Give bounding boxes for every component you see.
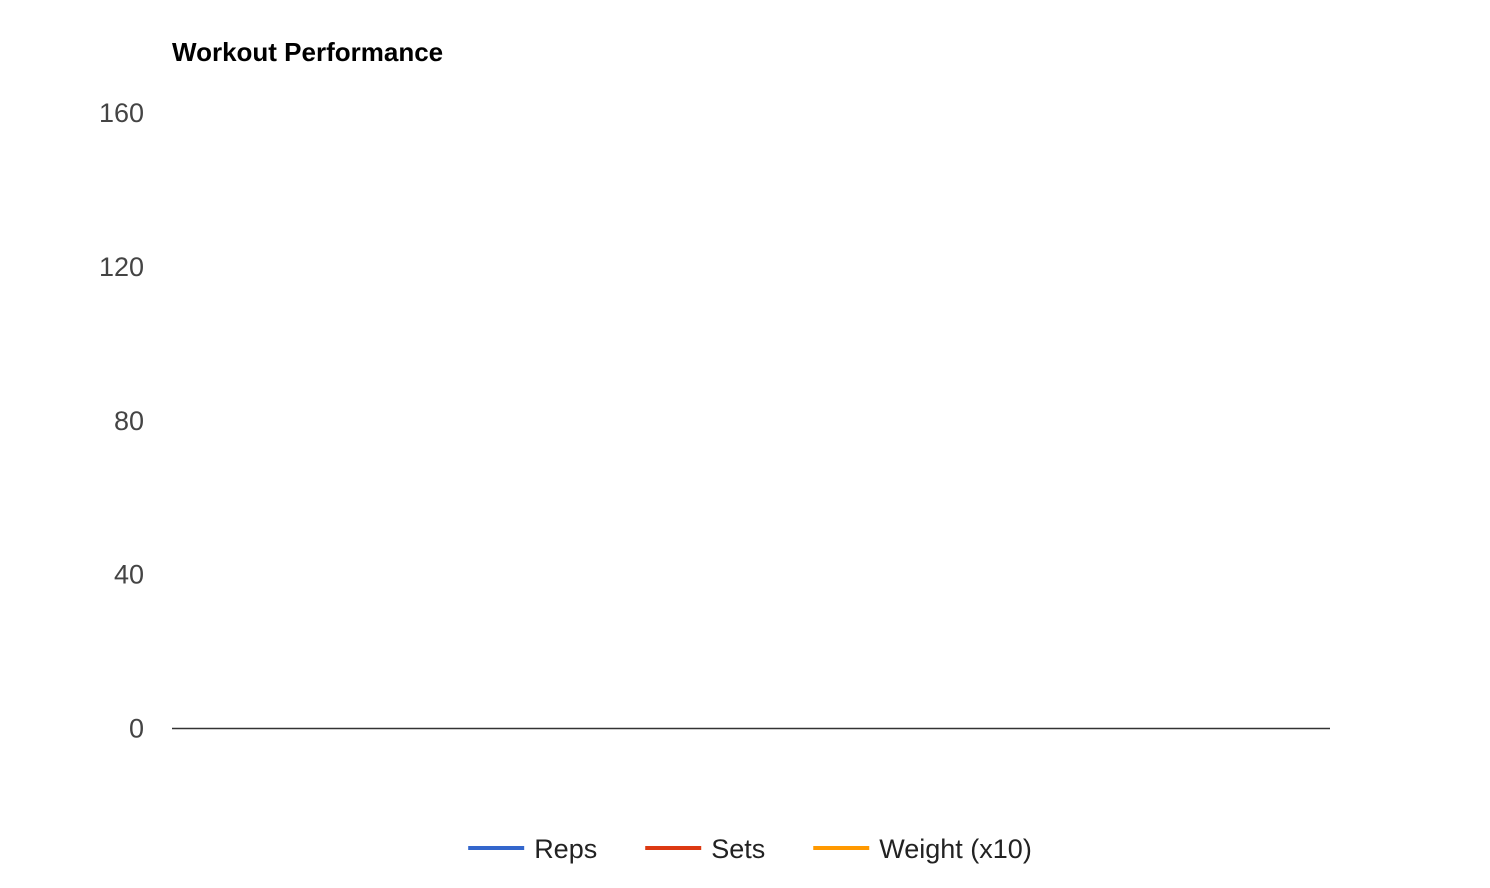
y-tick-label: 120: [99, 252, 144, 282]
y-tick-label: 80: [114, 406, 144, 436]
y-tick-label: 160: [99, 98, 144, 128]
legend-item: Sets: [645, 834, 765, 864]
legend-item: Reps: [468, 834, 597, 864]
y-tick-label: 0: [129, 714, 144, 744]
legend-label: Reps: [534, 834, 597, 864]
legend: Reps Sets Weight (x10): [468, 834, 1032, 864]
legend-label: Weight (x10): [879, 834, 1032, 864]
legend-label: Sets: [711, 834, 765, 864]
legend-item: Weight (x10): [813, 834, 1032, 864]
y-tick-label: 40: [114, 560, 144, 590]
chart-title: Workout Performance: [172, 37, 443, 67]
y-axis: 0 40 80 120 160: [99, 98, 144, 744]
